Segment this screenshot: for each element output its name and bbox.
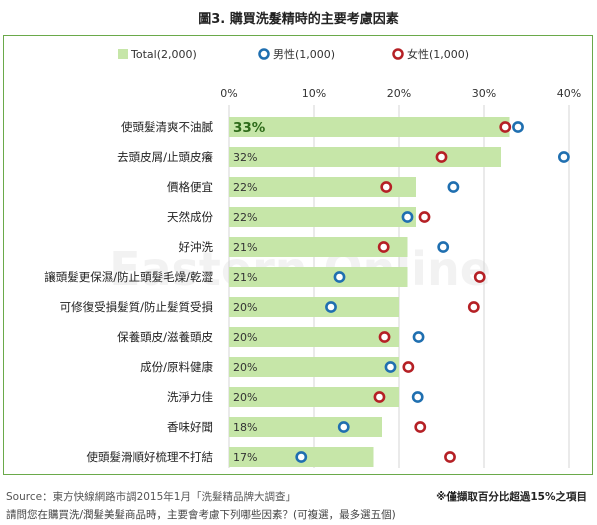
category-label: 天然成份: [167, 210, 213, 224]
bar-total: [229, 177, 416, 197]
category-label: 洗淨力佳: [167, 390, 213, 404]
marker-male: [437, 241, 450, 253]
bar-total: [229, 267, 408, 287]
marker-male: [412, 331, 425, 343]
bar-data-label: 18%: [233, 421, 257, 434]
marker-female: [378, 331, 391, 343]
marker-female: [467, 301, 480, 313]
bar-total: [229, 327, 399, 347]
bar-total: [229, 357, 399, 377]
legend-marker-female: [392, 48, 404, 60]
bar-data-label: 22%: [233, 211, 257, 224]
bar-data-label: 20%: [233, 361, 257, 374]
bar-data-label: 20%: [233, 301, 257, 314]
x-tick-label: 30%: [472, 87, 496, 100]
x-tick-label: 0%: [220, 87, 237, 100]
marker-male: [337, 421, 350, 433]
category-label: 香味好聞: [167, 420, 213, 434]
source-text: Source：東方快線網路市調2015年1月「洗髮精品牌大調查」: [6, 491, 296, 503]
legend-label-total: Total(2,000): [130, 48, 197, 61]
marker-male: [295, 451, 308, 463]
marker-female: [380, 181, 393, 193]
category-label: 好沖洗: [179, 240, 214, 254]
bar-total: [229, 147, 501, 167]
marker-female: [377, 241, 390, 253]
marker-female: [402, 361, 415, 373]
bar-total: [229, 207, 416, 227]
category-label: 去頭皮屑/止頭皮癢: [117, 150, 213, 164]
category-label: 成份/原料健康: [140, 360, 213, 374]
marker-male: [411, 391, 424, 403]
marker-male: [558, 151, 570, 163]
marker-female: [435, 151, 448, 163]
x-tick-label: 20%: [387, 87, 411, 100]
bar-total: [229, 387, 399, 407]
category-label: 可修復受損髮質/防止髮質受損: [60, 300, 214, 314]
category-label: 使頭髮滑順好梳理不打結: [87, 450, 214, 464]
marker-female: [414, 421, 427, 433]
marker-male: [333, 271, 346, 283]
marker-male: [512, 121, 524, 133]
marker-female: [473, 271, 486, 283]
category-label: 價格便宜: [167, 180, 213, 194]
legend-swatch-total: [118, 49, 128, 59]
bar-data-label: 21%: [233, 241, 257, 254]
bar-data-label: 21%: [233, 271, 257, 284]
bar-data-label: 32%: [233, 151, 257, 164]
marker-male: [447, 181, 460, 193]
bar-data-label: 20%: [233, 331, 257, 344]
legend-label-male: 男性(1,000): [273, 47, 335, 61]
bar-data-label: 33%: [233, 120, 266, 136]
bar-data-label: 20%: [233, 391, 257, 404]
category-label: 保養頭皮/滋養頭皮: [117, 330, 213, 344]
chart-svg: Eastern Online0%10%20%30%40%Total(2,000)…: [44, 47, 581, 468]
note-text: ※僅擷取百分比超過15%之項目: [436, 491, 587, 503]
bar-total: [229, 237, 408, 257]
bar-total: [229, 297, 399, 317]
bar-total: [229, 117, 510, 137]
marker-female: [418, 211, 431, 223]
category-label: 讓頭髮更保濕/防止頭髮毛燥/乾澀: [44, 270, 213, 284]
chart-title: 圖3. 購買洗髮精時的主要考慮因素: [198, 12, 399, 27]
question-text: 請問您在購買洗/潤髮美髮商品時，主要會考慮下列哪些因素？(可複選，最多選五個): [6, 509, 396, 521]
legend-marker-male: [258, 48, 270, 60]
category-label: 使頭髮清爽不油膩: [121, 120, 213, 134]
marker-female: [444, 451, 456, 463]
bar-data-label: 17%: [233, 451, 257, 464]
x-tick-label: 40%: [557, 87, 581, 100]
x-tick-label: 10%: [302, 87, 326, 100]
legend-label-female: 女性(1,000): [407, 47, 469, 61]
marker-female: [499, 121, 512, 133]
marker-male: [401, 211, 414, 223]
bar-data-label: 22%: [233, 181, 257, 194]
marker-male: [384, 361, 397, 373]
marker-female: [373, 391, 386, 403]
marker-male: [325, 301, 337, 313]
